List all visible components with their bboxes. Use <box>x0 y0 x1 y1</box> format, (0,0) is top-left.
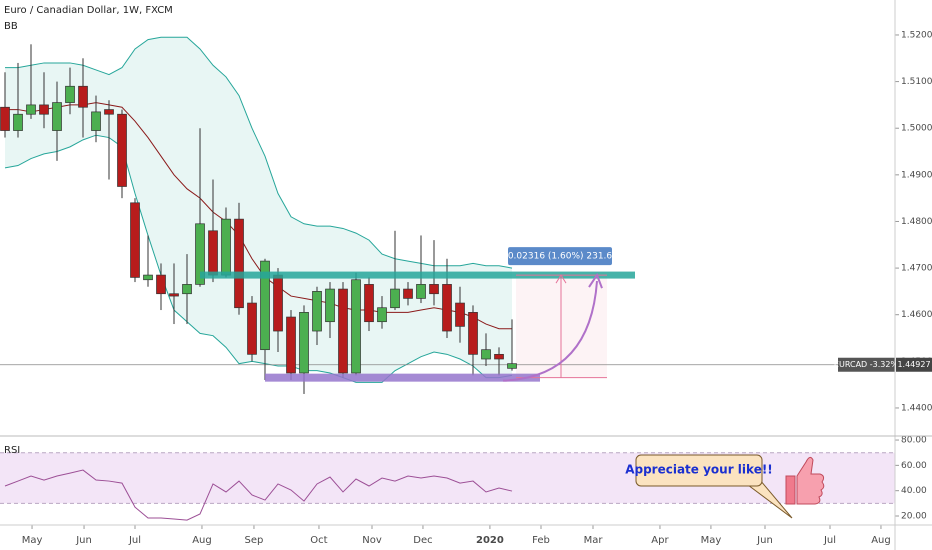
candle-body <box>65 85 75 103</box>
y-tick-label: 1.44000 <box>901 403 932 413</box>
measure-label-box <box>508 247 612 266</box>
thumbs-up-icon <box>785 456 825 505</box>
bb-line <box>4 134 513 383</box>
y-tick-label: 1.47000 <box>901 264 932 274</box>
x-tick-label: Nov <box>362 535 382 546</box>
candle-body <box>156 274 166 295</box>
candle-body <box>78 85 88 108</box>
x-tick-label: 2020 <box>476 535 504 546</box>
rsi-y-tick-label: 40.00 <box>901 486 927 496</box>
x-tick-label: May <box>701 535 722 546</box>
candle-body <box>182 284 192 295</box>
rsi-title: RSI <box>4 445 20 456</box>
bb-line <box>5 102 513 330</box>
candle-body <box>299 312 309 374</box>
candle-body <box>312 291 322 332</box>
x-tick-label: Dec <box>413 535 432 546</box>
candle-body <box>26 104 36 115</box>
x-tick-label: Sep <box>245 535 264 546</box>
rsi-y-tick-label: 60.00 <box>901 461 927 471</box>
rsi-line <box>4 469 513 521</box>
candle-body <box>364 284 374 323</box>
candle-body <box>403 288 413 299</box>
y-tick-label: 1.52000 <box>901 30 932 40</box>
candle-body <box>234 218 244 309</box>
candle-body <box>455 302 465 327</box>
candle-body <box>195 223 205 285</box>
candle-body <box>117 113 127 187</box>
candle-body <box>0 106 10 131</box>
measure-label: 0.02316 (1.60%) 231.6 <box>508 252 613 262</box>
x-tick-label: Aug <box>192 535 212 546</box>
candle-body <box>416 284 426 299</box>
candle-body <box>221 218 231 276</box>
measure-arrow-head <box>555 274 567 284</box>
candle-body <box>442 284 452 332</box>
price-tag: EURCAD -3.32% <box>834 360 899 369</box>
candle-body <box>91 111 101 131</box>
x-tick-label: Jul <box>823 535 836 546</box>
callout-box <box>635 454 763 487</box>
callout-text: Appreciate your like!! <box>625 463 773 477</box>
support-zone <box>265 373 540 382</box>
candle-body <box>468 312 478 355</box>
x-tick-label: Jun <box>756 535 773 546</box>
candle-body <box>507 363 517 369</box>
x-tick-label: Oct <box>310 535 327 546</box>
candle-body <box>494 353 504 360</box>
candle-body <box>286 316 296 374</box>
y-tick-label: 1.50000 <box>901 124 932 134</box>
candle-body <box>52 102 62 131</box>
candle-body <box>130 202 140 278</box>
y-tick-label: 1.46000 <box>901 310 932 320</box>
candle-body <box>260 260 270 351</box>
x-tick-label: May <box>22 535 43 546</box>
rsi-y-tick-label: 20.00 <box>901 512 927 522</box>
candle-body <box>247 302 257 355</box>
bb-fill <box>5 37 513 383</box>
projection-curve <box>502 281 598 382</box>
candle-body <box>325 288 335 323</box>
y-tick-label: 1.51000 <box>901 77 932 87</box>
x-tick-label: Apr <box>651 535 669 546</box>
x-tick-label: Jun <box>75 535 92 546</box>
bb-line <box>5 36 513 269</box>
last-price-label: 1.44927 <box>897 360 930 369</box>
candle-body <box>169 293 179 297</box>
price-tag-box <box>838 357 895 372</box>
candle-body <box>273 274 283 332</box>
candle-body <box>39 104 49 115</box>
candle-body <box>13 113 23 131</box>
resistance-zone <box>200 271 635 279</box>
x-tick-label: Jul <box>128 535 141 546</box>
candle-body <box>338 288 348 374</box>
candle-body <box>390 288 400 309</box>
candle-body <box>208 230 218 276</box>
chart-title: Euro / Canadian Dollar, 1W, FXCM <box>4 5 173 16</box>
x-tick-label: Aug <box>871 535 891 546</box>
y-tick-label: 1.49000 <box>901 170 932 180</box>
indicator-label: BB <box>4 21 18 32</box>
candle-body <box>481 349 491 360</box>
y-tick-label: 1.48000 <box>901 217 932 227</box>
x-tick-label: Feb <box>532 535 550 546</box>
projection-head <box>588 272 603 289</box>
x-tick-label: Mar <box>584 535 604 546</box>
rsi-y-tick-label: 80.00 <box>901 436 927 446</box>
candle-body <box>104 109 114 115</box>
candle-body <box>351 279 361 374</box>
candle-body <box>429 284 439 295</box>
candle-body <box>143 274 153 281</box>
candle-body <box>377 307 387 323</box>
last-price-box <box>896 357 932 372</box>
